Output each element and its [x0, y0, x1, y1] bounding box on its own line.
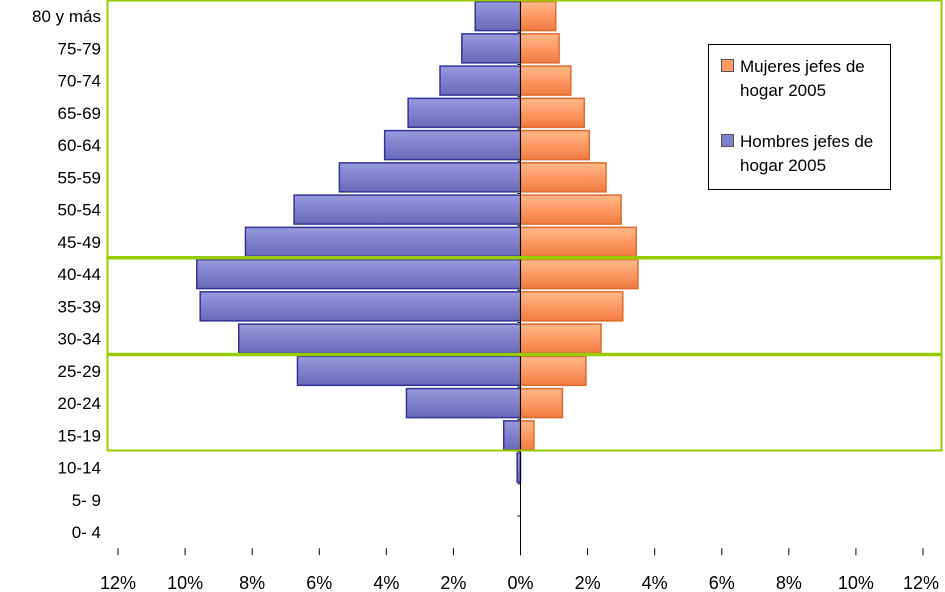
- highlight-bands: [106, 0, 943, 452]
- hombres-bar: [439, 65, 522, 96]
- mujeres-bar: [519, 129, 591, 161]
- x-tick-labels: 12% 10% 8% 6% 4% 2% 0% 2% 4% 6% 8% 10% 12%: [100, 573, 939, 592]
- category-label: 50-54: [58, 201, 101, 220]
- hombres-bar: [244, 226, 522, 258]
- category-label: 35-39: [58, 297, 101, 316]
- mujeres-bar: [519, 65, 572, 96]
- category-label: 15-19: [58, 426, 101, 445]
- x-tick-label: 6%: [306, 573, 332, 592]
- hombres-bar: [383, 129, 522, 161]
- category-label: 60-64: [58, 136, 101, 155]
- mujeres-bar: [519, 291, 624, 322]
- mujeres-bar: [519, 323, 602, 354]
- category-label: 45-49: [58, 233, 101, 252]
- hombres-bar: [296, 355, 522, 387]
- hombres-bar: [474, 0, 522, 32]
- mujeres-bar: [519, 194, 622, 225]
- x-tick-label: 6%: [709, 573, 735, 592]
- x-tick-label: 0%: [507, 573, 533, 592]
- highlight-band: [106, 0, 943, 258]
- category-label: 10-14: [58, 459, 101, 478]
- x-tick-label: 10%: [167, 573, 203, 592]
- mujeres-bar: [519, 162, 607, 193]
- mujeres-bar: [519, 33, 560, 64]
- x-tick-label: 2%: [440, 573, 466, 592]
- hombres-bar: [293, 194, 522, 225]
- hombres-bars: [196, 0, 522, 483]
- mujeres-bar: [519, 420, 535, 451]
- category-label: 70-74: [58, 72, 101, 91]
- mujeres-bar: [519, 355, 587, 387]
- category-label: 5- 9: [72, 491, 101, 510]
- mujeres-bar: [519, 97, 585, 129]
- x-tick-label: 10%: [838, 573, 874, 592]
- mujeres-bar: [519, 258, 639, 290]
- mujeres-bars: [519, 0, 639, 451]
- highlight-band: [106, 257, 943, 355]
- x-tick-label: 2%: [575, 573, 601, 592]
- category-label: 65-69: [58, 104, 101, 123]
- mujeres-bar: [519, 226, 637, 258]
- legend-label-hombres: Hombres jefes de hogar 2005: [740, 132, 874, 175]
- x-tick-label: 4%: [642, 573, 668, 592]
- mujeres-bar: [519, 0, 557, 32]
- category-label: 20-24: [58, 394, 101, 413]
- category-label: 30-34: [58, 330, 101, 349]
- legend-item-mujeres: Mujeres jefes de hogar 2005: [721, 55, 885, 103]
- x-tick-label: 12%: [100, 573, 136, 592]
- hombres-bar: [199, 291, 522, 322]
- hombres-bar: [196, 258, 522, 290]
- x-tick-label: 8%: [239, 573, 265, 592]
- legend-label-mujeres: Mujeres jefes de hogar 2005: [740, 57, 865, 100]
- category-labels: 80 y más 75-79 70-74 65-69 60-64 55-59 50-54 45…: [32, 7, 101, 542]
- category-label: 25-29: [58, 362, 101, 381]
- hombres-bar: [407, 97, 522, 129]
- category-label: 55-59: [58, 168, 101, 187]
- legend-swatch-mujeres: [721, 59, 734, 72]
- hombres-bar: [502, 420, 522, 451]
- highlight-band: [106, 354, 943, 452]
- legend: Mujeres jefes de hogar 2005 Hombres jefe…: [708, 44, 891, 190]
- legend-swatch-hombres: [721, 134, 734, 147]
- mujeres-bar: [519, 387, 564, 419]
- category-label: 75-79: [58, 39, 101, 58]
- hombres-bar: [516, 452, 522, 483]
- category-label: 0- 4: [72, 523, 101, 542]
- hombres-bar: [338, 162, 522, 193]
- category-label: 40-44: [58, 265, 101, 284]
- x-tick-label: 4%: [373, 573, 399, 592]
- x-tick-label: 12%: [903, 573, 939, 592]
- axes: [117, 0, 924, 556]
- legend-item-hombres: Hombres jefes de hogar 2005: [721, 130, 885, 178]
- category-label: 80 y más: [32, 7, 101, 26]
- x-tick-label: 8%: [776, 573, 802, 592]
- hombres-bar: [238, 323, 522, 354]
- hombres-bar: [405, 387, 522, 419]
- hombres-bar: [461, 33, 522, 64]
